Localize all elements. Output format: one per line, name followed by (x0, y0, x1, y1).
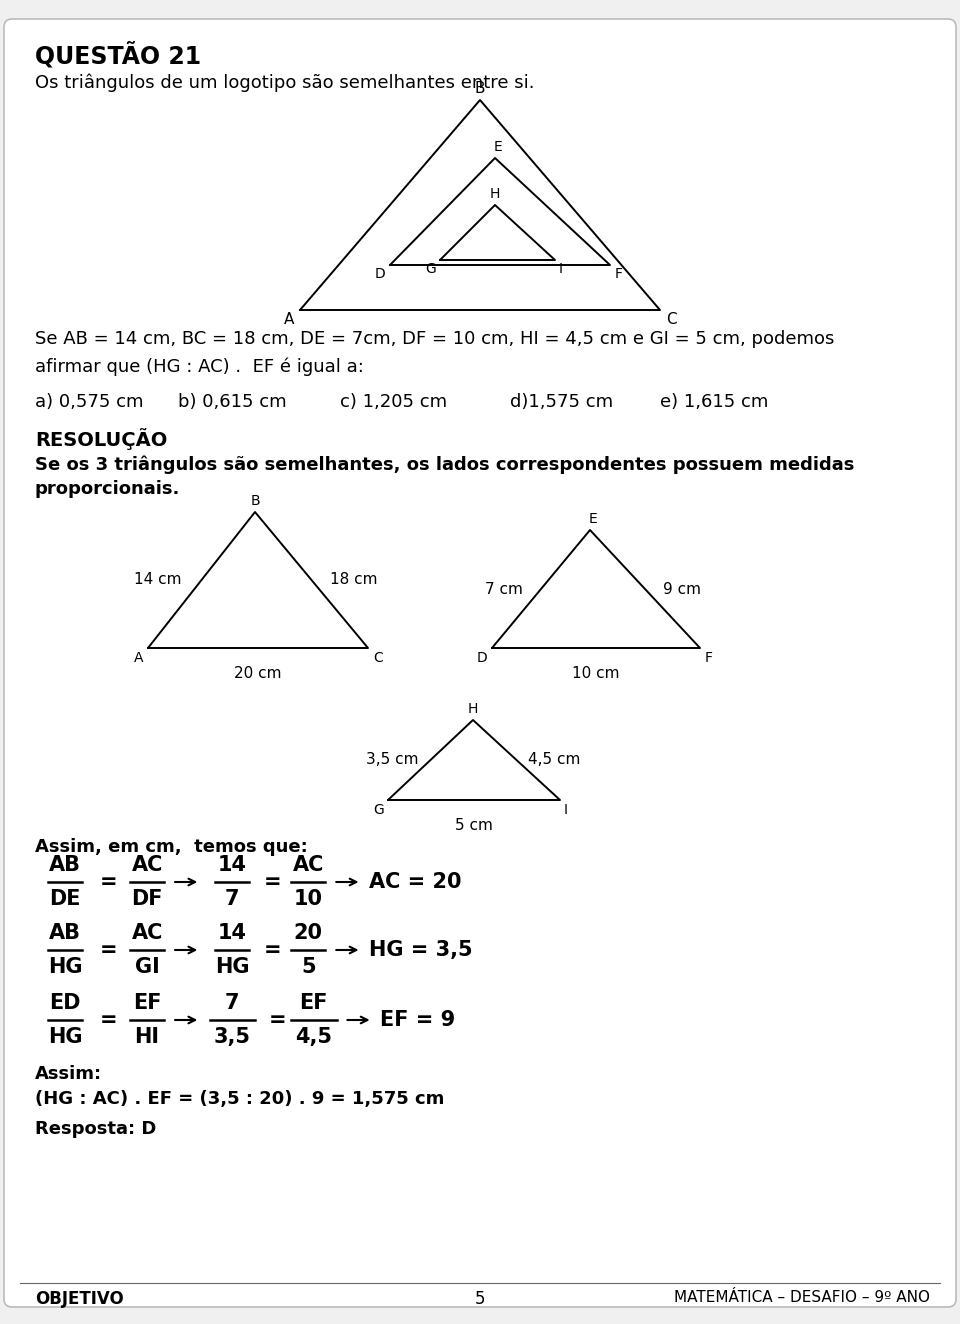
Text: 20 cm: 20 cm (234, 666, 281, 681)
Text: HI: HI (134, 1027, 159, 1047)
Text: Resposta: D: Resposta: D (35, 1120, 156, 1139)
Text: afirmar que (HG : AC) .  EF é igual a:: afirmar que (HG : AC) . EF é igual a: (35, 357, 364, 376)
Text: 3,5 cm: 3,5 cm (366, 752, 419, 768)
Text: G: G (373, 802, 384, 817)
Text: 18 cm: 18 cm (329, 572, 377, 588)
Text: AC: AC (132, 855, 163, 875)
Text: 7: 7 (225, 993, 239, 1013)
Text: I: I (559, 262, 563, 275)
Text: HG: HG (48, 1027, 83, 1047)
Text: A: A (283, 312, 294, 327)
Text: 20: 20 (294, 923, 323, 943)
Text: B: B (475, 81, 485, 97)
Text: 14: 14 (218, 855, 247, 875)
Text: HG: HG (48, 957, 83, 977)
Text: 5 cm: 5 cm (455, 818, 492, 833)
Text: 9 cm: 9 cm (663, 581, 701, 597)
Text: 5: 5 (475, 1290, 485, 1308)
Text: 10: 10 (294, 888, 323, 910)
Text: 4,5 cm: 4,5 cm (529, 752, 581, 768)
Text: ED: ED (49, 993, 81, 1013)
Text: F: F (705, 651, 713, 665)
Text: C: C (666, 312, 677, 327)
Text: D: D (476, 651, 487, 665)
Text: G: G (425, 262, 436, 275)
Text: C: C (373, 651, 383, 665)
Text: H: H (468, 702, 478, 716)
Text: =: = (269, 1010, 286, 1030)
Text: B: B (251, 494, 260, 508)
Text: =: = (100, 940, 118, 960)
Text: EF = 9: EF = 9 (380, 1010, 456, 1030)
Text: a) 0,575 cm: a) 0,575 cm (35, 393, 143, 410)
Text: Se AB = 14 cm, BC = 18 cm, DE = 7cm, DF = 10 cm, HI = 4,5 cm e GI = 5 cm, podemo: Se AB = 14 cm, BC = 18 cm, DE = 7cm, DF … (35, 330, 834, 348)
Text: 4,5: 4,5 (296, 1027, 332, 1047)
Text: Assim, em cm,  temos que:: Assim, em cm, temos que: (35, 838, 308, 857)
Text: EF: EF (300, 993, 328, 1013)
Text: (HG : AC) . EF = (3,5 : 20) . 9 = 1,575 cm: (HG : AC) . EF = (3,5 : 20) . 9 = 1,575 … (35, 1090, 444, 1108)
Text: AC = 20: AC = 20 (370, 873, 462, 892)
Text: =: = (100, 1010, 118, 1030)
FancyBboxPatch shape (4, 19, 956, 1307)
Text: E: E (493, 140, 502, 154)
Text: proporcionais.: proporcionais. (35, 481, 180, 498)
Text: RESOLUÇÃO: RESOLUÇÃO (35, 428, 167, 450)
Text: AB: AB (49, 923, 81, 943)
Text: Os triângulos de um logotipo são semelhantes entre si.: Os triângulos de um logotipo são semelha… (35, 74, 535, 93)
Text: D: D (374, 267, 385, 281)
Text: 5: 5 (301, 957, 316, 977)
Text: Assim:: Assim: (35, 1064, 102, 1083)
Text: 14 cm: 14 cm (134, 572, 181, 588)
Text: DE: DE (49, 888, 81, 910)
Text: F: F (615, 267, 623, 281)
Text: d)1,575 cm: d)1,575 cm (510, 393, 613, 410)
Text: E: E (588, 512, 597, 526)
Text: AB: AB (49, 855, 81, 875)
Text: =: = (263, 873, 281, 892)
Text: H: H (490, 187, 500, 201)
Text: c) 1,205 cm: c) 1,205 cm (340, 393, 447, 410)
Text: 14: 14 (218, 923, 247, 943)
Text: QUESTÃO 21: QUESTÃO 21 (35, 42, 202, 69)
Text: A: A (133, 651, 143, 665)
Text: 7 cm: 7 cm (485, 581, 523, 597)
Text: Se os 3 triângulos são semelhantes, os lados correspondentes possuem medidas: Se os 3 triângulos são semelhantes, os l… (35, 455, 854, 474)
Text: AC: AC (132, 923, 163, 943)
Text: DF: DF (132, 888, 163, 910)
Text: 7: 7 (225, 888, 239, 910)
Text: =: = (263, 940, 281, 960)
Text: 3,5: 3,5 (214, 1027, 251, 1047)
Text: HG = 3,5: HG = 3,5 (370, 940, 473, 960)
Text: HG: HG (215, 957, 250, 977)
Text: OBJETIVO: OBJETIVO (35, 1290, 124, 1308)
Text: 10 cm: 10 cm (572, 666, 620, 681)
Text: b) 0,615 cm: b) 0,615 cm (178, 393, 287, 410)
Text: MATEMÁTICA – DESAFIO – 9º ANO: MATEMÁTICA – DESAFIO – 9º ANO (674, 1290, 930, 1305)
Text: AC: AC (293, 855, 324, 875)
Text: GI: GI (134, 957, 159, 977)
Text: =: = (100, 873, 118, 892)
Text: I: I (564, 802, 568, 817)
Text: EF: EF (132, 993, 161, 1013)
Text: e) 1,615 cm: e) 1,615 cm (660, 393, 768, 410)
